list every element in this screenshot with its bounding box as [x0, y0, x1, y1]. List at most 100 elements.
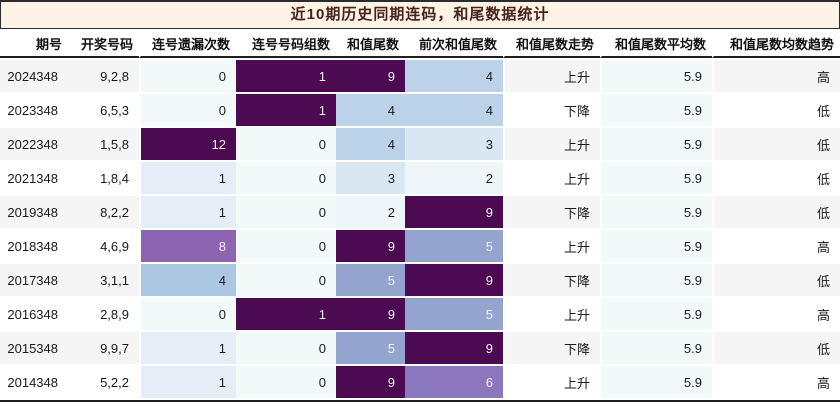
period-cell: 2018348: [0, 230, 68, 262]
prev-sum-tail-cell: 5: [405, 230, 503, 262]
group-count-cell: 0: [236, 162, 336, 194]
miss-count-cell: 1: [139, 196, 236, 228]
miss-count-cell: 1: [139, 162, 236, 194]
table-header: 期号 开奖号码 连号遗漏次数 连号号码组数 和值尾数 前次和值尾数 和值尾数走势 和值尾数平均…: [0, 31, 840, 58]
period-cell: 2021348: [0, 162, 68, 194]
sum-tail-trend-cell: 下降: [503, 94, 600, 126]
sum-tail-avg-cell: 5.9: [600, 128, 712, 160]
group-count-cell: 1: [236, 94, 336, 126]
group-count-cell: 1: [236, 60, 336, 92]
group-count-cell: 0: [236, 264, 336, 296]
sum-tail-avg-cell: 5.9: [600, 298, 712, 330]
sum-tail-cell: 2: [336, 196, 405, 228]
table-row: 2014348 5,2,2 1 0 9 6 上升 5.9 高: [0, 366, 840, 398]
col-header-prev-sum-tail: 前次和值尾数: [405, 31, 503, 58]
miss-count-cell: 12: [139, 128, 236, 160]
table-row: 2016348 2,8,9 0 1 9 5 上升 5.9 高: [0, 298, 840, 330]
group-count-cell: 0: [236, 128, 336, 160]
sum-tail-cell: 9: [336, 298, 405, 330]
numbers-cell: 2,8,9: [68, 298, 139, 330]
sum-tail-avg-trend-cell: 高: [712, 298, 840, 330]
sum-tail-trend-cell: 上升: [503, 60, 600, 92]
group-count-cell: 0: [236, 332, 336, 364]
period-cell: 2024348: [0, 60, 68, 92]
sum-tail-cell: 3: [336, 162, 405, 194]
sum-tail-trend-cell: 上升: [503, 366, 600, 398]
sum-tail-avg-cell: 5.9: [600, 162, 712, 194]
miss-count-cell: 0: [139, 60, 236, 92]
miss-count-cell: 8: [139, 230, 236, 262]
period-cell: 2017348: [0, 264, 68, 296]
numbers-cell: 9,9,7: [68, 332, 139, 364]
sum-tail-avg-cell: 5.9: [600, 332, 712, 364]
numbers-cell: 1,8,4: [68, 162, 139, 194]
numbers-cell: 3,1,1: [68, 264, 139, 296]
col-header-sum-tail-avg-trend: 和值尾数均数趋势: [712, 31, 840, 58]
period-cell: 2014348: [0, 366, 68, 398]
numbers-cell: 6,5,3: [68, 94, 139, 126]
period-cell: 2015348: [0, 332, 68, 364]
miss-count-cell: 0: [139, 298, 236, 330]
prev-sum-tail-cell: 4: [405, 94, 503, 126]
numbers-cell: 1,5,8: [68, 128, 139, 160]
sum-tail-avg-trend-cell: 低: [712, 162, 840, 194]
prev-sum-tail-cell: 2: [405, 162, 503, 194]
prev-sum-tail-cell: 4: [405, 60, 503, 92]
page-title: 近10期历史同期连码，和尾数据统计: [0, 0, 840, 29]
sum-tail-cell: 9: [336, 366, 405, 398]
sum-tail-avg-trend-cell: 低: [712, 128, 840, 160]
header-row: 期号 开奖号码 连号遗漏次数 连号号码组数 和值尾数 前次和值尾数 和值尾数走势 和值尾数平均…: [0, 31, 840, 58]
sum-tail-trend-cell: 上升: [503, 298, 600, 330]
table-row: 2015348 9,9,7 1 0 5 9 下降 5.9 低: [0, 332, 840, 364]
prev-sum-tail-cell: 9: [405, 196, 503, 228]
sum-tail-trend-cell: 上升: [503, 230, 600, 262]
prev-sum-tail-cell: 5: [405, 298, 503, 330]
sum-tail-cell: 9: [336, 230, 405, 262]
prev-sum-tail-cell: 3: [405, 128, 503, 160]
group-count-cell: 0: [236, 366, 336, 398]
sum-tail-avg-trend-cell: 高: [712, 366, 840, 398]
col-header-miss-count: 连号遗漏次数: [139, 31, 236, 58]
sum-tail-avg-trend-cell: 低: [712, 196, 840, 228]
numbers-cell: 8,2,2: [68, 196, 139, 228]
numbers-cell: 4,6,9: [68, 230, 139, 262]
numbers-cell: 5,2,2: [68, 366, 139, 398]
numbers-cell: 9,2,8: [68, 60, 139, 92]
table-row: 2023348 6,5,3 0 1 4 4 下降 5.9 低: [0, 94, 840, 126]
table-row: 2022348 1,5,8 12 0 4 3 上升 5.9 低: [0, 128, 840, 160]
sum-tail-avg-cell: 5.9: [600, 264, 712, 296]
prev-sum-tail-cell: 9: [405, 264, 503, 296]
group-count-cell: 0: [236, 230, 336, 262]
group-count-cell: 1: [236, 298, 336, 330]
sum-tail-trend-cell: 下降: [503, 196, 600, 228]
sum-tail-avg-trend-cell: 高: [712, 60, 840, 92]
sum-tail-trend-cell: 下降: [503, 264, 600, 296]
period-cell: 2019348: [0, 196, 68, 228]
sum-tail-avg-trend-cell: 高: [712, 230, 840, 262]
sum-tail-avg-trend-cell: 低: [712, 94, 840, 126]
sum-tail-avg-cell: 5.9: [600, 366, 712, 398]
group-count-cell: 0: [236, 196, 336, 228]
period-cell: 2016348: [0, 298, 68, 330]
miss-count-cell: 1: [139, 366, 236, 398]
table-row: 2018348 4,6,9 8 0 9 5 上升 5.9 高: [0, 230, 840, 262]
sum-tail-trend-cell: 下降: [503, 332, 600, 364]
table-row: 2019348 8,2,2 1 0 2 9 下降 5.9 低: [0, 196, 840, 228]
sum-tail-trend-cell: 上升: [503, 128, 600, 160]
period-cell: 2022348: [0, 128, 68, 160]
col-header-period: 期号: [0, 31, 68, 58]
col-header-group-count: 连号号码组数: [236, 31, 336, 58]
sum-tail-avg-cell: 5.9: [600, 230, 712, 262]
sum-tail-cell: 5: [336, 264, 405, 296]
col-header-sum-tail-avg: 和值尾数平均数: [600, 31, 712, 58]
table-row: 2021348 1,8,4 1 0 3 2 上升 5.9 低: [0, 162, 840, 194]
miss-count-cell: 1: [139, 332, 236, 364]
period-cell: 2023348: [0, 94, 68, 126]
sum-tail-trend-cell: 上升: [503, 162, 600, 194]
miss-count-cell: 0: [139, 94, 236, 126]
sum-tail-cell: 5: [336, 332, 405, 364]
table-body: 2024348 9,2,8 0 1 9 4 上升 5.9 高 2023348 6,5,3 0 1 4 4 下降…: [0, 60, 840, 398]
miss-count-cell: 4: [139, 264, 236, 296]
table-row: 2017348 3,1,1 4 0 5 9 下降 5.9 低: [0, 264, 840, 296]
sum-tail-avg-cell: 5.9: [600, 196, 712, 228]
